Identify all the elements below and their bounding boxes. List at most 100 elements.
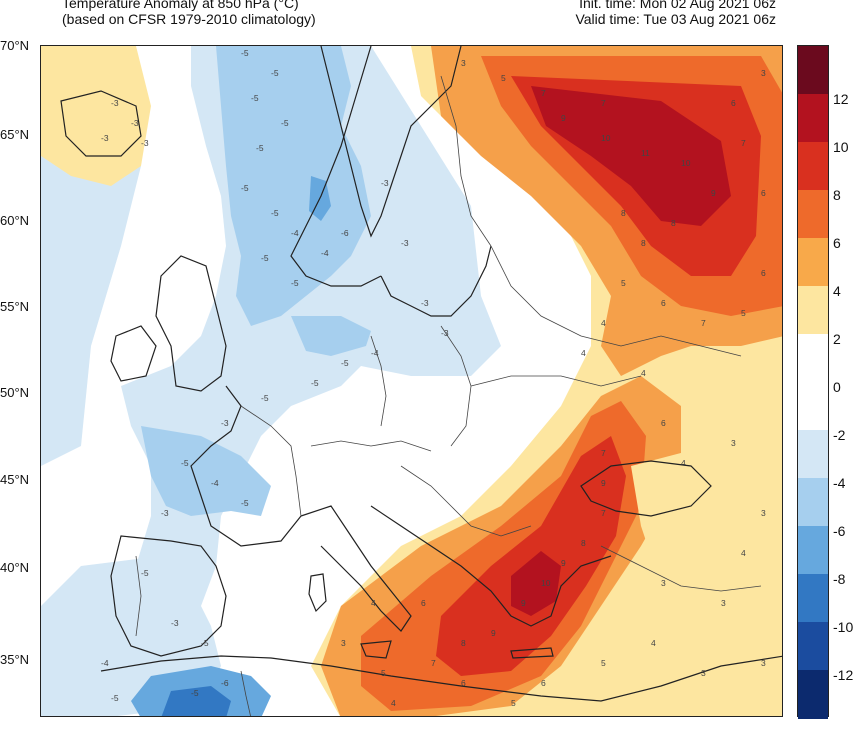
contour-value-label: -5 (141, 568, 149, 578)
contour-value-label: 5 (601, 658, 606, 668)
contour-value-label: 4 (391, 698, 396, 708)
contour-value-label: 5 (381, 668, 386, 678)
contour-value-label: -4 (321, 248, 329, 258)
contour-value-label: -5 (341, 358, 349, 368)
map-title: Temperature Anomaly at 850 hPa (°C) (bas… (62, 0, 316, 27)
map-canvas: -3-3-3 -3-5-5-5-5-5-5-5-4-5-5-4-6-3-3-3-3… (41, 46, 782, 716)
contour-value-label: 6 (761, 188, 766, 198)
contour-value-label: 9 (711, 188, 716, 198)
contour-value-label: -3 (111, 98, 119, 108)
border-spain-portugal (135, 555, 142, 637)
contour-value-label: 7 (741, 138, 746, 148)
contour-value-label: 9 (521, 598, 526, 608)
colorbar-tick-neg10: -10 (833, 619, 854, 635)
coast-british-isles (155, 255, 227, 392)
contour-value-label: 8 (461, 638, 466, 648)
title-line-2: (based on CFSR 1979-2010 climatology) (62, 11, 316, 27)
coast-baltic (380, 245, 492, 317)
lat-label-70: 70°N (0, 38, 30, 53)
colorbar-segment (798, 382, 828, 432)
contour-value-label: -3 (131, 118, 139, 128)
contour-value-label: 10 (541, 578, 551, 588)
coast-italy (300, 505, 412, 632)
contour-value-label: 7 (541, 88, 546, 98)
coast-iberia (110, 535, 227, 657)
contour-value-label: 6 (461, 678, 466, 688)
border-morocco-algeria (240, 670, 251, 716)
contour-value-label: 5 (501, 73, 506, 83)
contour-value-label: 7 (431, 658, 436, 668)
coast-crete (510, 647, 554, 659)
colorbar-segment (798, 238, 828, 288)
cold-anomaly-fields (41, 46, 501, 716)
contour-value-label: -6 (341, 228, 349, 238)
border-balkans (400, 465, 532, 537)
contour-value-label: -3 (221, 418, 229, 428)
warm-field-greenland-sea (41, 46, 151, 186)
contour-value-label: 4 (371, 598, 376, 608)
contour-value-label: 8 (621, 208, 626, 218)
coast-iceland (60, 90, 142, 157)
contour-value-label: 6 (731, 98, 736, 108)
contour-value-label: 6 (661, 298, 666, 308)
contour-value-label: 11 (641, 148, 650, 158)
contour-value-label: 5 (741, 308, 746, 318)
contour-value-label: 3 (761, 68, 766, 78)
contour-value-label: 8 (581, 538, 586, 548)
anomaly-map[interactable]: -3 -3 -3 -3 -5 -5 -5 -5 -5 -5 -5 -4 -5 -5 -4 -6 -3 -3 -3 -3… (40, 45, 783, 717)
colorbar-segment (798, 142, 828, 192)
contour-value-label: -6 (221, 678, 229, 688)
colorbar-segment (798, 94, 828, 144)
contour-value-label: -5 (291, 278, 299, 288)
border-turkey (600, 545, 762, 592)
contour-value-label: -5 (311, 378, 319, 388)
contour-value-label: 7 (701, 318, 706, 328)
contour-value-label: 6 (661, 418, 666, 428)
coast-sicily (360, 640, 392, 659)
warm-field-greece (436, 436, 626, 676)
colorbar-segment (798, 478, 828, 528)
colorbar-tick-neg12: -12 (833, 667, 854, 683)
colorbar-segment (798, 430, 828, 480)
border-germany-poland (370, 335, 387, 427)
coast-norway (290, 46, 382, 287)
country-borders (135, 75, 762, 716)
contour-value-label: -5 (256, 143, 264, 153)
lat-label-50: 50°N (0, 385, 30, 400)
contour-value-label: -3 (421, 298, 429, 308)
warm-field-core-max (531, 86, 731, 226)
contour-value-label: 4 (601, 318, 606, 328)
contour-value-label: 8 (641, 238, 646, 248)
contour-value-label: 4 (651, 638, 656, 648)
contour-value-label: 3 (701, 668, 706, 678)
lat-label-55: 55°N (0, 299, 30, 314)
init-time: Init. time: Mon 02 Aug 2021 06z (579, 0, 776, 11)
coastlines (60, 46, 782, 702)
cold-field-central (291, 316, 371, 356)
contour-value-label: -5 (241, 183, 249, 193)
contour-value-label: -5 (261, 253, 269, 263)
border-finland (440, 75, 492, 247)
contour-value-label: 5 (621, 278, 626, 288)
coast-black-sea (580, 460, 712, 517)
colorbar-tick-neg8: -8 (833, 571, 846, 587)
contour-value-label: -5 (201, 638, 209, 648)
contour-value-label: 10 (681, 158, 691, 168)
colorbar-segment (798, 286, 828, 336)
contour-value-label: 7 (601, 98, 606, 108)
lat-label-65: 65°N (0, 127, 30, 142)
colorbar-segment (798, 622, 828, 672)
contour-value-label: 9 (601, 478, 606, 488)
contour-value-label: -5 (241, 48, 249, 58)
colorbar-tick-0: 0 (833, 379, 841, 395)
lat-label-40: 40°N (0, 560, 30, 575)
cold-field-atlantic (41, 106, 141, 466)
contour-value-label: -3 (381, 178, 389, 188)
cold-field-france (141, 426, 271, 516)
title-line-1: Temperature Anomaly at 850 hPa (°C) (62, 0, 299, 11)
coast-north-africa (100, 655, 782, 702)
border-austria (310, 440, 432, 452)
border-ukraine (470, 375, 642, 387)
contour-value-label: 3 (341, 638, 346, 648)
coast-balkans (370, 505, 612, 627)
